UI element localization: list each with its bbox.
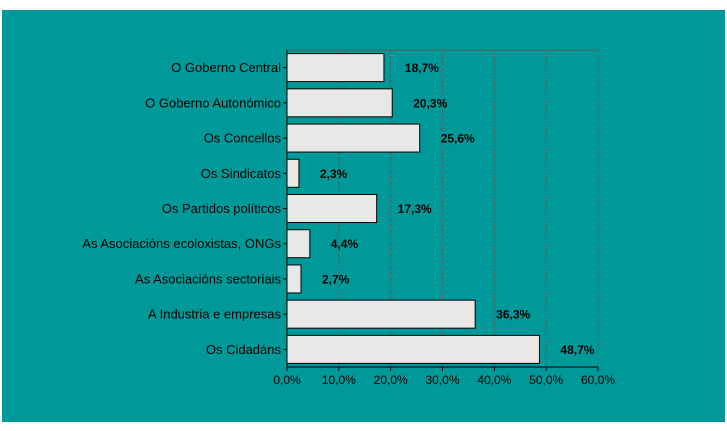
value-label: 36,3%: [496, 308, 530, 322]
value-label: 17,3%: [398, 202, 432, 216]
category-label: O Goberno Autonómico: [145, 95, 281, 110]
bar: [286, 53, 385, 83]
category-label: O Goberno Central: [171, 60, 281, 75]
category-label: Os Partidos políticos: [162, 201, 282, 216]
x-tick-label: 60,0%: [581, 373, 615, 387]
value-label: 4,4%: [331, 237, 359, 251]
bar: [286, 123, 421, 153]
value-label: 20,3%: [413, 96, 447, 110]
x-tick-label: 30,0%: [425, 373, 459, 387]
value-label: 2,7%: [322, 272, 350, 286]
value-label: 48,7%: [560, 343, 594, 357]
category-label: Os Sindicatos: [201, 166, 282, 181]
category-label: A Industria e empresas: [148, 307, 281, 322]
category-label: As Asociacións sectoriais: [135, 271, 281, 286]
bar-chart: O Goberno Central 18,7% O Goberno Autonómi…: [82, 49, 615, 387]
bars: [286, 53, 540, 364]
category-label: As Asociacións ecoloxistas, ONGs: [82, 236, 281, 251]
labels: O Goberno Central 18,7% O Goberno Autonómi…: [82, 60, 615, 387]
x-tick-label: 0,0%: [273, 373, 301, 387]
bar: [286, 158, 300, 188]
x-tick-label: 50,0%: [529, 373, 563, 387]
bar: [286, 264, 302, 294]
bar: [286, 229, 311, 259]
bar: [286, 88, 393, 118]
x-tick-label: 20,0%: [374, 373, 408, 387]
axes: [283, 49, 599, 371]
bar: [286, 299, 476, 329]
x-tick-label: 10,0%: [322, 373, 356, 387]
value-label: 25,6%: [441, 132, 475, 146]
category-label: Os Concellos: [204, 131, 282, 146]
category-label: Os Cidadáns: [206, 342, 282, 357]
chart-frame: O Goberno Central 18,7% O Goberno Autonómi…: [2, 10, 725, 422]
value-label: 18,7%: [405, 61, 439, 75]
value-label: 2,3%: [320, 167, 348, 181]
bar: [286, 194, 378, 223]
bar: [286, 334, 540, 364]
x-tick-label: 40,0%: [477, 373, 511, 387]
